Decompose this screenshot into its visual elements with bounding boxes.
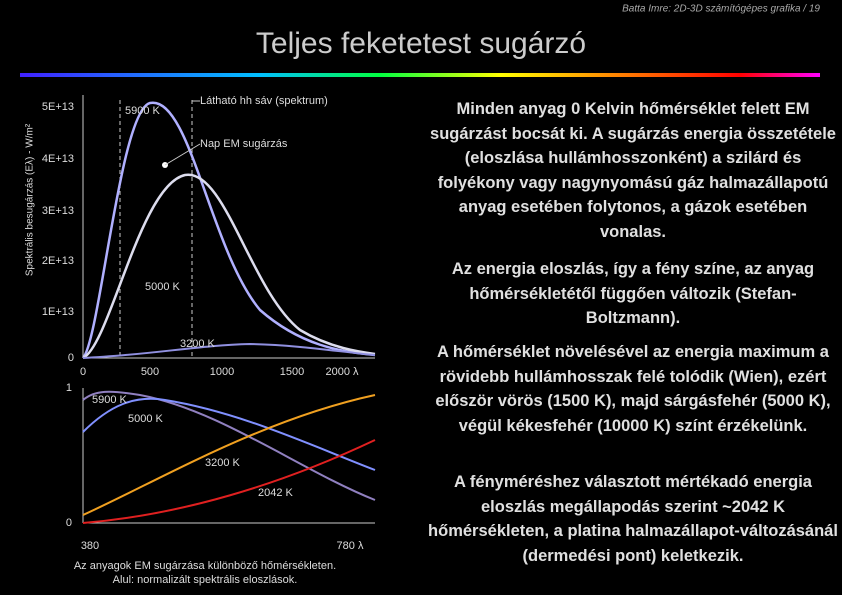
- curve: [81, 101, 376, 359]
- curve: [82, 342, 376, 359]
- x-tick-label: 780 λ: [337, 540, 364, 552]
- y-tick-label: 0: [68, 352, 74, 364]
- annotation: Látható hh sáv (spektrum): [200, 95, 328, 107]
- curve-label: 2042 K: [258, 487, 294, 499]
- title: Teljes feketetest sugárzó: [256, 27, 586, 60]
- rainbow-bar: [20, 73, 820, 77]
- paragraph: A fényméréshez választott mértékadó ener…: [428, 473, 838, 565]
- x-tick-label: 1000: [210, 366, 234, 378]
- y-tick-label: 1E+13: [42, 306, 74, 318]
- y-axis-label: Spektrális besugárzás (Eλ) - W/m²: [25, 123, 36, 276]
- curve-label: 5000 K: [128, 413, 164, 425]
- x-tick-label: 2000 λ: [325, 366, 359, 378]
- x-tick-label: 0: [80, 366, 86, 378]
- curve: [82, 439, 376, 524]
- x-tick-label: 380: [81, 540, 99, 552]
- curve: [82, 394, 376, 516]
- y-tick-label: 0: [66, 517, 72, 529]
- y-tick-label: 2E+13: [42, 255, 74, 267]
- y-tick-label: 4E+13: [42, 153, 74, 165]
- y-tick-label: 5E+13: [42, 101, 74, 113]
- curve-label: 5900 K: [125, 105, 161, 117]
- caption: Az anyagok EM sugárzása különböző hőmérs…: [74, 560, 336, 572]
- x-tick-label: 500: [141, 366, 159, 378]
- caption: Alul: normalizált spektrális eloszlások.: [113, 574, 298, 586]
- curve-label: 5900 K: [92, 394, 128, 406]
- leader: [164, 143, 201, 166]
- credit: Batta Imre: 2D-3D számítógépes grafika /…: [622, 4, 820, 15]
- paragraph: Minden anyag 0 Kelvin hőmérséklet felett…: [430, 100, 836, 241]
- y-tick-label: 1: [66, 382, 72, 394]
- curve-label: 5000 K: [145, 281, 181, 293]
- x-tick-label: 1500: [280, 366, 304, 378]
- curve-label: 3200 K: [180, 338, 216, 350]
- paragraph: Az energia eloszlás, így a fény színe, a…: [451, 260, 815, 327]
- curve: [82, 173, 376, 360]
- curve: [82, 390, 376, 501]
- curve: [82, 397, 376, 471]
- curve-label: 3200 K: [205, 457, 241, 469]
- y-tick-label: 3E+13: [42, 205, 74, 217]
- annotation: Nap EM sugárzás: [200, 138, 288, 150]
- paragraph: A hőmérséklet növelésével az energia max…: [435, 343, 831, 435]
